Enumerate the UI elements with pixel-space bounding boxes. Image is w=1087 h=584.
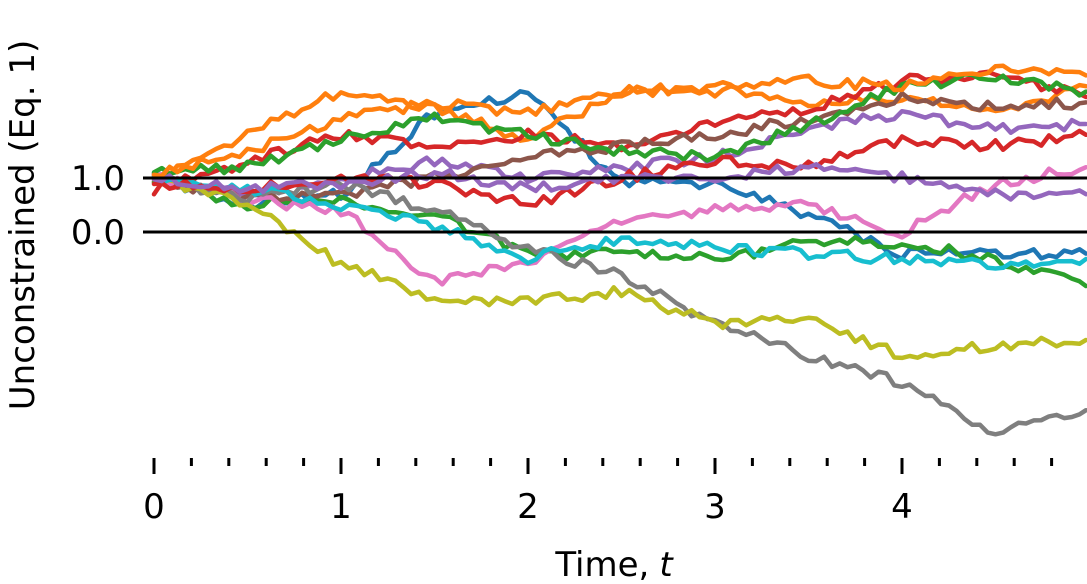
- y-axis-title: Unconstrained (Eq. 1): [3, 40, 43, 410]
- series-line-13: [151, 162, 1087, 202]
- x-axis: 0 1 2 3 4: [143, 458, 1054, 527]
- series-layer: [151, 63, 1087, 437]
- x-axis-title-text: Time,: [554, 545, 649, 584]
- series-line-9: [151, 174, 1087, 361]
- y-axis: 1.00.0: [71, 159, 125, 253]
- x-tick-label: 1: [330, 487, 352, 527]
- x-tick-label: 4: [891, 487, 913, 527]
- reference-lines: [143, 176, 1087, 234]
- x-axis-title-variable: t: [659, 545, 674, 584]
- series-line-8: [151, 173, 1087, 437]
- x-tick-label: 3: [704, 487, 726, 527]
- x-tick-label: 0: [143, 487, 165, 527]
- x-axis-title: Time, t: [554, 545, 674, 584]
- y-tick-label: 0.0: [71, 213, 125, 253]
- series-line-14: [151, 63, 1087, 179]
- y-tick-label: 1.0: [71, 159, 125, 199]
- x-tick-label: 2: [517, 487, 539, 527]
- series-line-10: [151, 174, 1087, 271]
- series-line-7: [151, 164, 1087, 287]
